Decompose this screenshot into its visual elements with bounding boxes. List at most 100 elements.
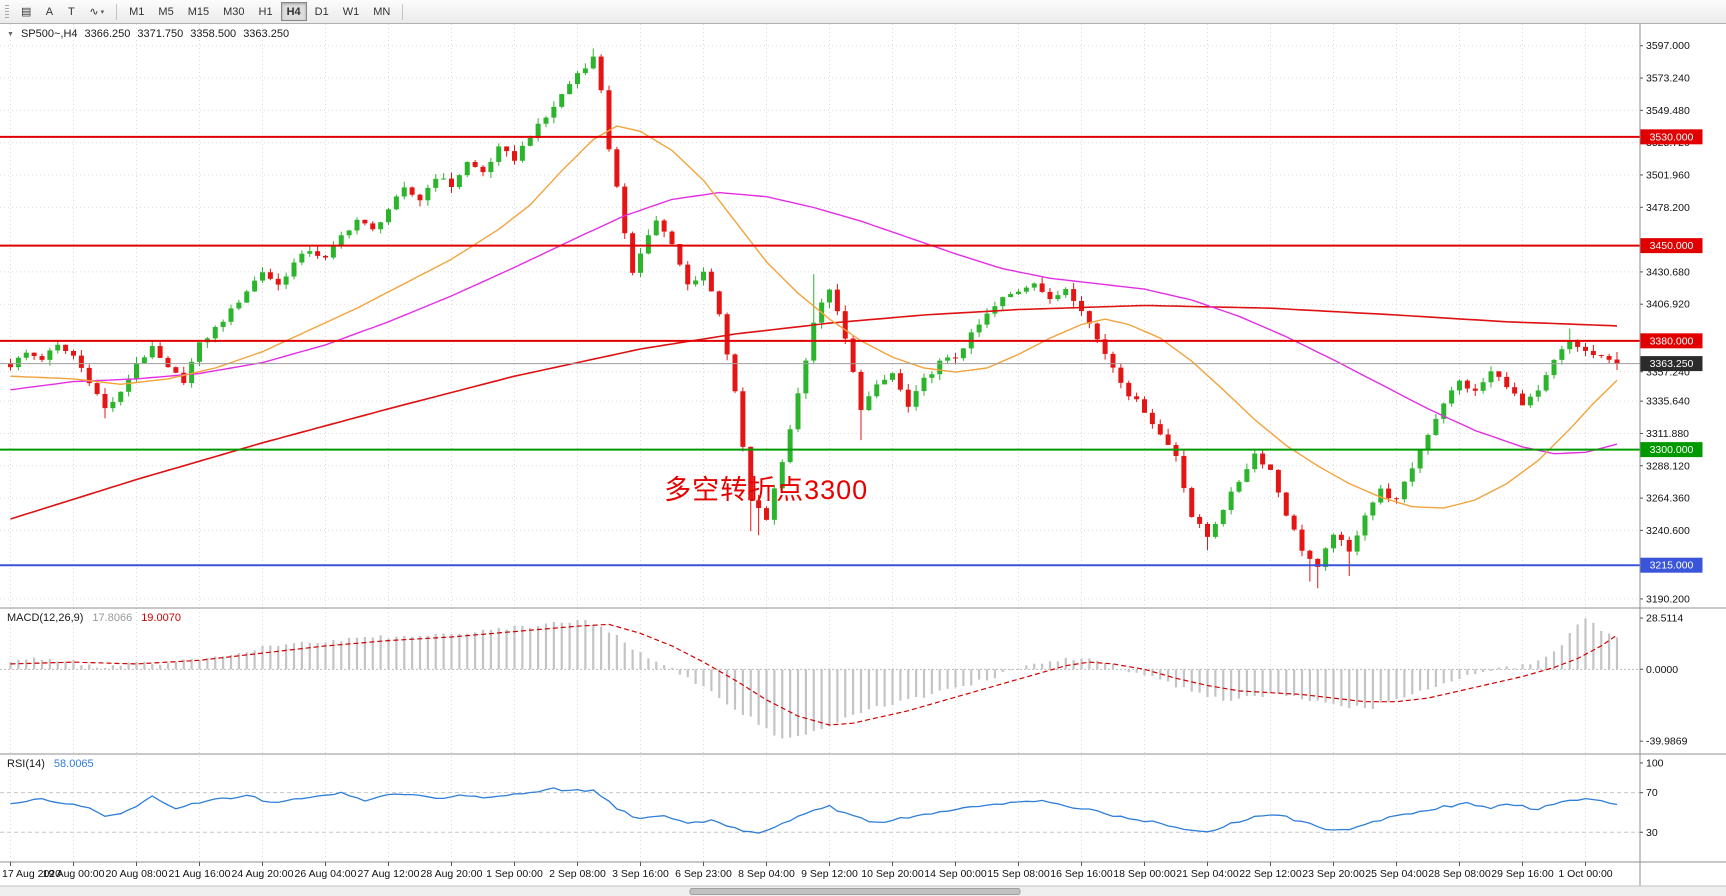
triangle-icon: ▼ [7, 30, 14, 38]
svg-text:3311.880: 3311.880 [1646, 428, 1689, 440]
timeframe-mn-button[interactable]: MN [367, 2, 396, 21]
macd-title: MACD(12,26,9) [7, 612, 84, 624]
svg-text:3 Sep 16:00: 3 Sep 16:00 [612, 868, 669, 880]
h-scrollbar-thumb[interactable] [689, 888, 1021, 895]
svg-text:19 Aug 00:00: 19 Aug 00:00 [43, 868, 105, 880]
svg-text:29 Sep 16:00: 29 Sep 16:00 [1491, 868, 1554, 880]
svg-text:3335.640: 3335.640 [1646, 396, 1690, 408]
chart-annotation[interactable]: 多空转折点3300 [664, 474, 869, 505]
svg-text:20 Aug 08:00: 20 Aug 08:00 [106, 868, 168, 880]
rsi-title: RSI(14) [7, 758, 45, 770]
cursor-tool-button[interactable]: A [39, 2, 59, 21]
svg-text:3406.920: 3406.920 [1646, 299, 1690, 311]
svg-text:22 Sep 12:00: 22 Sep 12:00 [1239, 868, 1302, 880]
timeframe-w1-button[interactable]: W1 [337, 2, 366, 21]
svg-text:3573.240: 3573.240 [1646, 73, 1690, 85]
timeframe-d1-button[interactable]: D1 [309, 2, 335, 21]
svg-text:3288.120: 3288.120 [1646, 460, 1690, 472]
svg-text:3240.600: 3240.600 [1646, 525, 1690, 537]
svg-text:3530.000: 3530.000 [1650, 131, 1694, 143]
mid-ma [10, 191, 1618, 455]
svg-text:28 Aug 20:00: 28 Aug 20:00 [421, 868, 483, 880]
svg-text:3501.960: 3501.960 [1646, 169, 1690, 181]
svg-text:3300.000: 3300.000 [1650, 444, 1694, 456]
bar-chart-button[interactable]: ▤ [15, 2, 37, 21]
svg-text:8 Sep 04:00: 8 Sep 04:00 [738, 868, 795, 880]
svg-text:21 Aug 16:00: 21 Aug 16:00 [169, 868, 231, 880]
slow-ma [10, 304, 1618, 520]
svg-text:25 Sep 04:00: 25 Sep 04:00 [1365, 868, 1428, 880]
svg-text:18 Sep 00:00: 18 Sep 00:00 [1113, 868, 1176, 880]
svg-text:6 Sep 23:00: 6 Sep 23:00 [675, 868, 732, 880]
ohlc-low: 3358.500 [190, 28, 237, 40]
svg-text:3597.000: 3597.000 [1646, 40, 1690, 52]
macd-axis[interactable]: 28.5114 0.0000 -39.9869 [1640, 613, 1688, 748]
line-studies-button[interactable]: ∿ ▾ [83, 2, 110, 21]
svg-text:15 Sep 08:00: 15 Sep 08:00 [987, 868, 1050, 880]
horizontal-lines[interactable] [0, 135, 1640, 567]
svg-text:3380.000: 3380.000 [1650, 335, 1694, 347]
ohlc-high: 3371.750 [137, 28, 184, 40]
ma-lines [10, 125, 1618, 520]
svg-text:16 Sep 16:00: 16 Sep 16:00 [1050, 868, 1113, 880]
svg-text:28 Sep 08:00: 28 Sep 08:00 [1428, 868, 1491, 880]
price-axis[interactable]: 3597.0003573.2403549.4803525.7203501.960… [1640, 40, 1703, 605]
svg-text:9 Sep 12:00: 9 Sep 12:00 [801, 868, 858, 880]
rsi-axis[interactable]: 100 70 30 [1640, 757, 1664, 839]
svg-text:17 Aug 2020: 17 Aug 2020 [2, 868, 61, 880]
timeframe-m15-button[interactable]: M15 [182, 2, 215, 21]
rsi-value: 58.0065 [53, 758, 94, 770]
timeframe-h4-button[interactable]: H4 [280, 2, 307, 21]
svg-text:3549.480: 3549.480 [1646, 105, 1690, 117]
toolbar-separator [116, 3, 118, 20]
bottom-strip [0, 885, 1726, 896]
svg-text:3430.680: 3430.680 [1646, 266, 1690, 278]
text-tool-button[interactable]: T [61, 2, 81, 21]
symbol-name: SP500~,H4 [20, 28, 78, 40]
macd-panel[interactable] [9, 618, 1619, 739]
toolbar-separator [402, 3, 404, 20]
svg-text:3478.200: 3478.200 [1646, 202, 1690, 214]
svg-text:100: 100 [1646, 757, 1664, 769]
timeframe-m30-button[interactable]: M30 [217, 2, 250, 21]
timeframe-m5-button[interactable]: M5 [152, 2, 179, 21]
svg-text:28.5114: 28.5114 [1646, 613, 1683, 625]
fast-ma [10, 125, 1618, 509]
svg-text:70: 70 [1646, 787, 1658, 799]
svg-text:26 Aug 04:00: 26 Aug 04:00 [295, 868, 357, 880]
rsi-panel[interactable] [10, 787, 1618, 834]
chart-window: 3597.0003573.2403549.4803525.7203501.960… [0, 24, 1726, 896]
panel-separators[interactable] [0, 24, 1726, 886]
svg-text:3264.360: 3264.360 [1646, 493, 1690, 505]
toolbar: ▤ A T ∿ ▾ M1 M5 M15 M30 H1 H4 D1 W1 MN [0, 0, 1726, 24]
rsi-line [10, 787, 1618, 834]
macd-signal-value: 19.0070 [141, 612, 181, 624]
toolbar-grip[interactable] [5, 4, 9, 19]
symbol-ohlc: ▼ SP500~,H4 3366.250 3371.750 3358.500 3… [7, 28, 289, 40]
timeframe-h1-button[interactable]: H1 [253, 2, 279, 21]
macd-header: MACD(12,26,9) 17.8066 19.0070 [7, 612, 181, 624]
macd-signal-line [10, 623, 1618, 726]
svg-text:0.0000: 0.0000 [1646, 664, 1678, 676]
dropdown-caret-icon: ▾ [100, 8, 105, 16]
svg-text:3363.250: 3363.250 [1650, 358, 1694, 370]
svg-text:3215.000: 3215.000 [1650, 560, 1694, 572]
ohlc-close: 3363.250 [243, 28, 290, 40]
svg-text:1 Sep 00:00: 1 Sep 00:00 [486, 868, 543, 880]
svg-text:-39.9869: -39.9869 [1646, 736, 1688, 748]
timeframe-m1-button[interactable]: M1 [123, 2, 150, 21]
macd-main-value: 17.8066 [92, 612, 133, 624]
svg-text:30: 30 [1646, 827, 1658, 839]
svg-text:23 Sep 20:00: 23 Sep 20:00 [1302, 868, 1365, 880]
chart-area[interactable]: 3597.0003573.2403549.4803525.7203501.960… [0, 24, 1726, 896]
svg-text:14 Sep 00:00: 14 Sep 00:00 [924, 868, 987, 880]
chart-background[interactable] [0, 24, 1726, 896]
svg-text:24 Aug 20:00: 24 Aug 20:00 [232, 868, 294, 880]
rsi-header: RSI(14) 58.0065 [7, 758, 94, 770]
svg-text:1 Oct 00:00: 1 Oct 00:00 [1558, 868, 1612, 880]
cursor-icon: A [45, 5, 54, 18]
ohlc-open: 3366.250 [84, 28, 131, 40]
svg-text:27 Aug 12:00: 27 Aug 12:00 [358, 868, 420, 880]
zigzag-icon: ∿ [89, 6, 99, 18]
